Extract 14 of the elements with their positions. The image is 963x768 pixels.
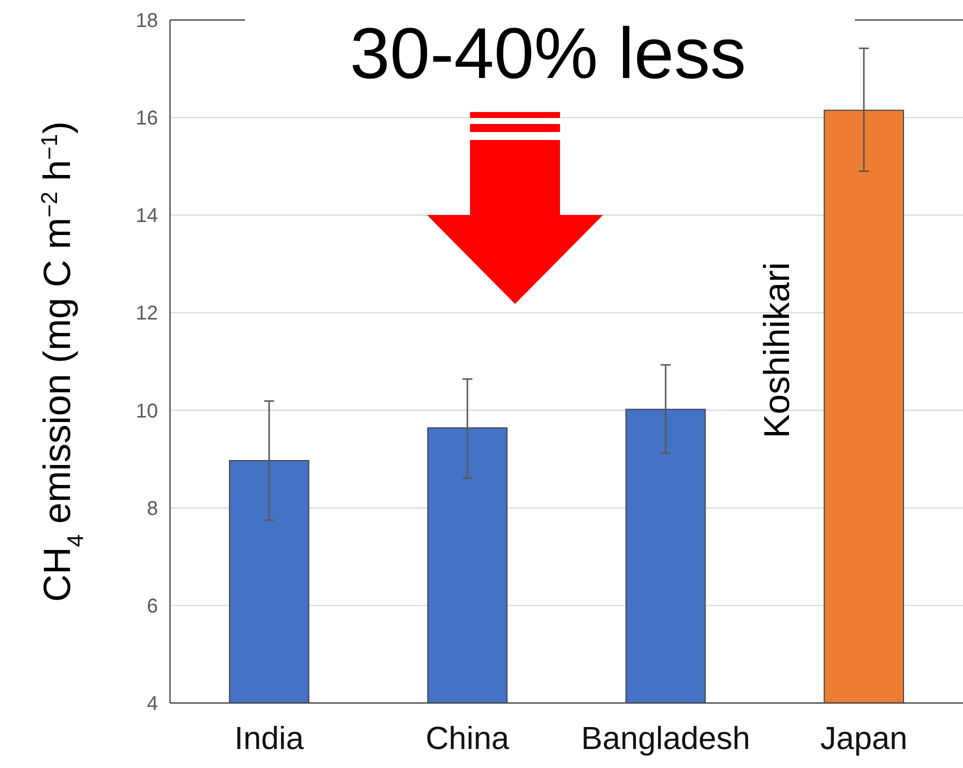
y-tick-label: 14 [136,205,158,228]
x-tick-label: India [234,720,304,756]
y-tick-label: 4 [146,693,158,715]
y-tick-label: 12 [136,302,158,325]
y-tick-label: 8 [146,498,158,520]
x-tick-label: China [426,720,510,756]
x-tick-label: Bangladesh [581,720,750,756]
chart-title: 30-40% less [350,14,746,94]
y-tick-label: 10 [136,400,158,422]
y-tick-label: 6 [146,595,158,618]
x-tick-label: Japan [820,720,908,756]
annotation: Koshihikari [756,262,798,438]
y-tick-label: 18 [136,10,158,32]
y-tick-label: 16 [136,108,158,130]
